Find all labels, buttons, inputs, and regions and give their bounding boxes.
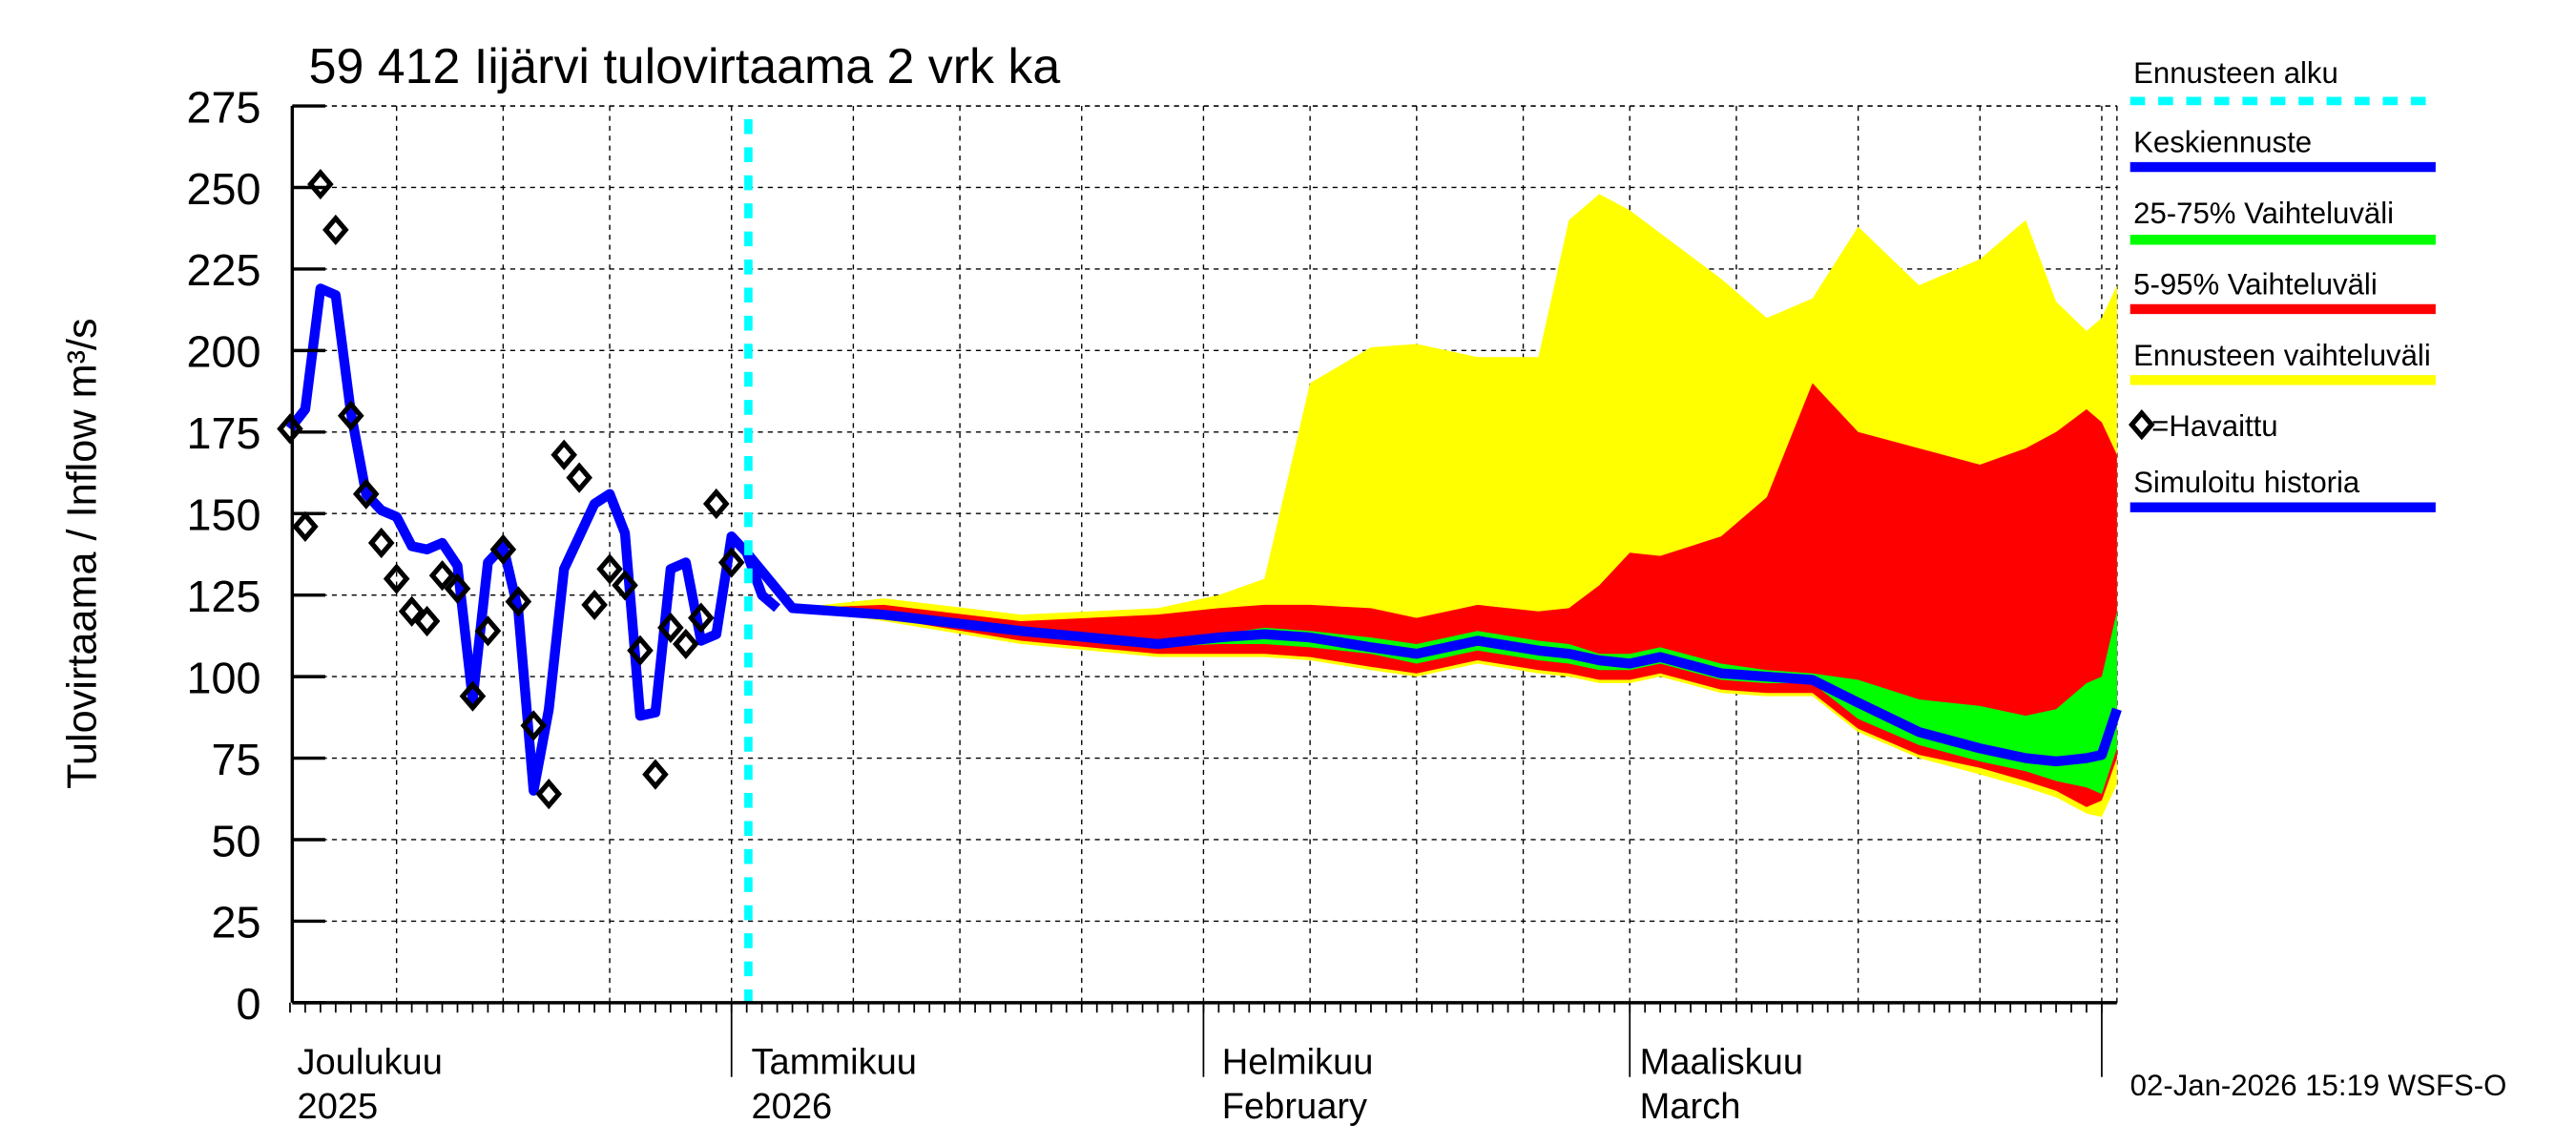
month-year-label: March — [1640, 1087, 1741, 1127]
observed-point — [428, 560, 456, 592]
observed-point — [337, 400, 364, 431]
y-tick-label: 25 — [211, 898, 260, 947]
observed-point — [596, 553, 623, 585]
observed-point — [505, 586, 532, 617]
month-year-label: February — [1222, 1087, 1367, 1127]
month-year-label: 2026 — [751, 1087, 832, 1127]
observed-point — [551, 439, 578, 470]
observed-point — [398, 595, 426, 627]
observed-point — [627, 635, 654, 666]
observed-point — [520, 710, 548, 741]
month-label: Tammikuu — [751, 1042, 916, 1082]
y-tick-label: 250 — [187, 164, 261, 214]
legend-p5-95: 5-95% Vaihteluväli — [2133, 267, 2378, 301]
observed-point — [566, 462, 592, 493]
observed-point — [474, 615, 502, 647]
y-tick-label: 100 — [187, 653, 261, 702]
observed-point — [322, 214, 349, 246]
y-tick-label: 75 — [211, 735, 260, 784]
series-lines — [277, 118, 2122, 1003]
month-label: Maaliskuu — [1640, 1042, 1803, 1082]
legend-observed: =Havaittu — [2151, 409, 2277, 443]
y-tick-label: 275 — [187, 82, 261, 132]
y-tick-label: 175 — [187, 408, 261, 458]
month-year-label: 2025 — [298, 1087, 379, 1127]
y-tick-label: 0 — [236, 979, 260, 1029]
observed-point — [367, 527, 395, 559]
legend: Ennusteen alku Keskiennuste 25-75% Vaiht… — [2129, 56, 2436, 512]
y-tick-label: 150 — [187, 490, 261, 540]
observed-point — [413, 605, 441, 637]
observed-point — [581, 589, 608, 621]
observed-point — [489, 533, 517, 565]
chart-title: 59 412 Iijärvi tulovirtaama 2 vrk ka — [309, 39, 1061, 94]
observed-point — [673, 628, 699, 660]
axes: 0 25 50 75 100 125 150 175 200 225 250 275 Joulukuu 2… — [187, 82, 2117, 1127]
legend-forecast-start: Ennusteen alku — [2133, 56, 2338, 90]
month-label: Joulukuu — [298, 1042, 443, 1082]
median-forecast-line — [742, 549, 2122, 767]
y-tick-label: 200 — [187, 327, 261, 377]
y-tick-label: 225 — [187, 245, 261, 295]
observed-point — [459, 680, 487, 712]
observed-point — [657, 612, 684, 643]
observed-point — [535, 779, 563, 810]
legend-range: Ennusteen vaihteluväli — [2133, 339, 2431, 372]
y-tick-label: 125 — [187, 572, 261, 621]
legend-p25-75: 25-75% Vaihteluväli — [2133, 197, 2394, 230]
observed-point — [642, 759, 669, 790]
timestamp: 02-Jan-2026 15:19 WSFS-O — [2130, 1069, 2507, 1102]
observed-point — [352, 478, 380, 510]
y-axis-label: Tulovirtaama / Inflow m³/s — [59, 318, 105, 788]
observed-point — [702, 488, 730, 520]
legend-simulated: Simuloitu historia — [2133, 466, 2360, 499]
forecast-bands — [746, 194, 2117, 818]
legend-observed-diamond-icon — [2129, 408, 2155, 441]
observed-point — [444, 572, 471, 604]
observed-point — [717, 547, 745, 578]
y-tick-label: 50 — [211, 816, 260, 865]
observed-point — [612, 570, 638, 601]
observed-point — [307, 168, 334, 200]
observed-point — [277, 413, 303, 445]
band-p5-95 — [746, 383, 2117, 807]
observed-point — [383, 563, 410, 594]
month-label: Helmikuu — [1222, 1042, 1374, 1082]
legend-median: Keskiennuste — [2133, 126, 2312, 159]
observed-point — [292, 510, 319, 543]
observed-point — [688, 602, 715, 634]
